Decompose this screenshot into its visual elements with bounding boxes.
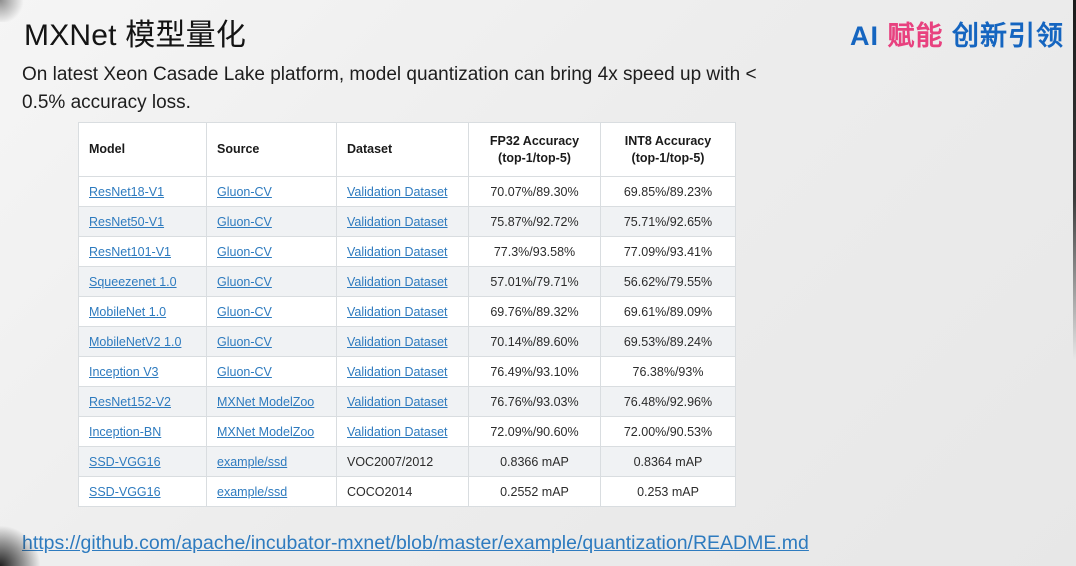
quantization-table: Model Source Dataset FP32 Accuracy (top-…	[78, 122, 736, 507]
table-row: ResNet101-V1 Gluon-CV Validation Dataset 77…	[78, 236, 736, 267]
table-row: MobileNet 1.0 Gluon-CV Validation Dataset 6…	[78, 296, 736, 327]
dataset-link[interactable]: Validation Dataset	[347, 364, 448, 379]
fp32-accuracy-value: 0.2552 mAP	[500, 484, 569, 499]
table-header: Model Source Dataset FP32 Accuracy (top-…	[78, 122, 736, 177]
source-link[interactable]: MXNet ModelZoo	[217, 424, 315, 439]
source-link[interactable]: Gluon-CV	[217, 334, 272, 349]
table-row: Inception V3 Gluon-CV Validation Dataset 76…	[78, 356, 736, 387]
table-row: SSD-VGG16 example/ssd VOC2007/2012 0.8366 m…	[78, 446, 736, 477]
model-link[interactable]: SSD-VGG16	[89, 484, 161, 499]
fp32-accuracy-value: 75.87%/92.72%	[490, 214, 579, 229]
brand-logo-ai: AI	[849, 21, 879, 51]
fp32-accuracy-value: 76.76%/93.03%	[490, 394, 579, 409]
dataset-link[interactable]: Validation Dataset	[347, 304, 448, 319]
fp32-accuracy-value: 69.76%/89.32%	[490, 304, 579, 319]
table-header-row: Model Source Dataset FP32 Accuracy (top-…	[78, 122, 736, 177]
dataset-link[interactable]: Validation Dataset	[347, 184, 448, 199]
int8-accuracy-value: 69.61%/89.09%	[623, 304, 713, 319]
fp32-accuracy-value: 70.07%/89.30%	[490, 184, 579, 199]
column-header-fp32: FP32 Accuracy (top-1/top-5)	[468, 122, 601, 177]
brand-logo: AI 赋能 创新引领	[850, 14, 1064, 53]
intro-line-2: 0.5% accuracy loss.	[22, 92, 191, 113]
corner-shadow-top-left	[0, 0, 26, 22]
brand-logo-funeng: 赋能	[887, 21, 944, 51]
model-link[interactable]: ResNet18-V1	[89, 184, 165, 199]
model-link[interactable]: MobileNet 1.0	[89, 304, 167, 319]
column-header-source: Source	[206, 122, 337, 177]
column-header-dataset: Dataset	[336, 122, 469, 177]
dataset-link[interactable]: Validation Dataset	[347, 274, 448, 289]
fp32-accuracy-value: 76.49%/93.10%	[490, 364, 579, 379]
table-row: Inception-BN MXNet ModelZoo Validation Dat…	[78, 416, 736, 447]
int8-accuracy-value: 76.48%/92.96%	[623, 394, 713, 409]
dataset-link[interactable]: Validation Dataset	[347, 394, 448, 409]
page-title: MXNet 模型量化	[24, 19, 247, 52]
model-link[interactable]: SSD-VGG16	[89, 454, 161, 469]
fp32-accuracy-value: 72.09%/90.60%	[490, 424, 579, 439]
source-link[interactable]: Gluon-CV	[217, 184, 272, 199]
source-link[interactable]: Gluon-CV	[217, 274, 272, 289]
int8-accuracy-value: 76.38%/93%	[632, 364, 704, 379]
source-link[interactable]: Gluon-CV	[217, 214, 272, 229]
dataset-label: VOC2007/2012	[347, 454, 434, 469]
model-link[interactable]: ResNet152-V2	[89, 394, 171, 409]
fp32-accuracy-value: 77.3%/93.58%	[493, 244, 576, 259]
table-row: ResNet50-V1 Gluon-CV Validation Dataset 75.…	[78, 206, 736, 237]
model-link[interactable]: Inception V3	[89, 364, 159, 379]
dataset-link[interactable]: Validation Dataset	[347, 334, 448, 349]
table-row: Squeezenet 1.0 Gluon-CV Validation Dataset…	[78, 266, 736, 297]
table-body: ResNet18-V1 Gluon-CV Validation Dataset 70.…	[78, 176, 736, 507]
fp32-accuracy-value: 0.8366 mAP	[500, 454, 569, 469]
corner-shadow-bottom-left	[0, 526, 44, 566]
column-header-int8: INT8 Accuracy (top-1/top-5)	[600, 122, 736, 177]
dataset-link[interactable]: Validation Dataset	[347, 244, 448, 259]
model-link[interactable]: ResNet50-V1	[89, 214, 165, 229]
source-link[interactable]: Gluon-CV	[217, 244, 272, 259]
table-row: ResNet152-V2 MXNet ModelZoo Validation Dat…	[78, 386, 736, 417]
column-header-model: Model	[78, 122, 207, 177]
model-link[interactable]: MobileNetV2 1.0	[89, 334, 182, 349]
brand-logo-slogan: 创新引领	[952, 21, 1064, 51]
source-link[interactable]: example/ssd	[217, 484, 288, 499]
dataset-link[interactable]: Validation Dataset	[347, 424, 448, 439]
table-row: MobileNetV2 1.0 Gluon-CV Validation Datase…	[78, 326, 736, 357]
table-row: ResNet18-V1 Gluon-CV Validation Dataset 70.…	[78, 176, 736, 207]
source-link[interactable]: MXNet ModelZoo	[217, 394, 315, 409]
int8-accuracy-value: 69.53%/89.24%	[623, 334, 713, 349]
fp32-accuracy-value: 57.01%/79.71%	[490, 274, 579, 289]
github-readme-link[interactable]: https://github.com/apache/incubator-mxne…	[22, 532, 809, 554]
int8-accuracy-value: 77.09%/93.41%	[623, 244, 713, 259]
int8-accuracy-value: 69.85%/89.23%	[623, 184, 713, 199]
int8-accuracy-value: 75.71%/92.65%	[623, 214, 713, 229]
int8-accuracy-value: 72.00%/90.53%	[623, 424, 713, 439]
intro-line-1: On latest Xeon Casade Lake platform, mod…	[22, 64, 757, 85]
dataset-link[interactable]: Validation Dataset	[347, 214, 448, 229]
dataset-label: COCO2014	[347, 484, 413, 499]
screen-edge-artifact	[1073, 0, 1076, 360]
fp32-accuracy-value: 70.14%/89.60%	[490, 334, 579, 349]
model-link[interactable]: Squeezenet 1.0	[89, 274, 177, 289]
intro-text: On latest Xeon Casade Lake platform, mod…	[22, 61, 922, 117]
int8-accuracy-value: 0.253 mAP	[637, 484, 699, 499]
int8-accuracy-value: 0.8364 mAP	[633, 454, 703, 469]
model-link[interactable]: ResNet101-V1	[89, 244, 171, 259]
model-link[interactable]: Inception-BN	[89, 424, 162, 439]
source-link[interactable]: Gluon-CV	[217, 304, 272, 319]
source-link[interactable]: Gluon-CV	[217, 364, 272, 379]
source-link[interactable]: example/ssd	[217, 454, 288, 469]
int8-accuracy-value: 56.62%/79.55%	[623, 274, 713, 289]
table-row: SSD-VGG16 example/ssd COCO2014 0.2552 mAP 0.…	[78, 476, 736, 507]
